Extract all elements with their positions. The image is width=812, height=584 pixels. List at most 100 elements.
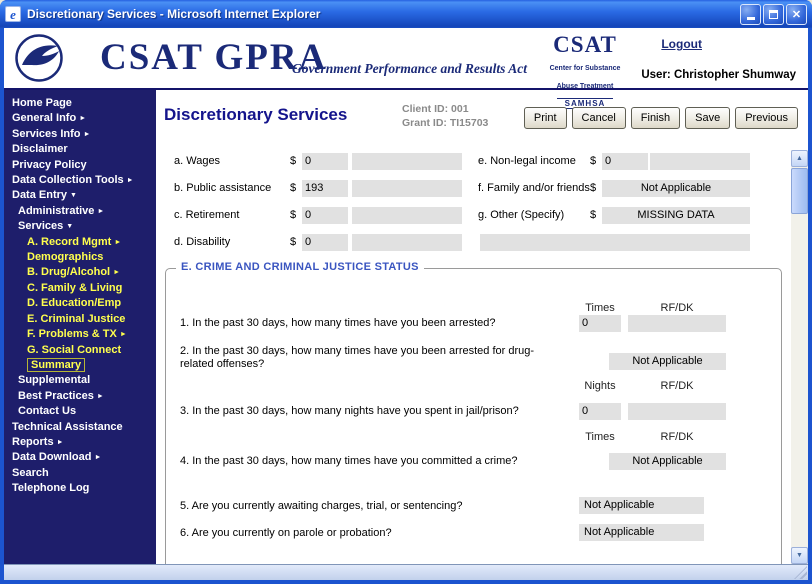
- sidebar-item-disclaimer[interactable]: Disclaimer: [4, 142, 156, 157]
- question-text: 5. Are you currently awaiting charges, t…: [180, 500, 463, 512]
- vertical-scrollbar[interactable]: ▲ ▼: [791, 150, 808, 564]
- nav-label: Data Download: [12, 451, 92, 464]
- user-label: User: Christopher Shumway: [641, 69, 796, 81]
- nav-label: Home Page: [12, 97, 72, 109]
- logout-link[interactable]: Logout: [661, 37, 702, 51]
- nav-arrow-icon: ►: [119, 331, 127, 339]
- sidebar-item-supplemental[interactable]: Supplemental: [4, 373, 156, 388]
- disability-rfdk-input[interactable]: [352, 234, 462, 251]
- client-id-value: 001: [451, 103, 469, 115]
- previous-button[interactable]: Previous: [735, 107, 798, 129]
- q4-rfdk-input[interactable]: Not Applicable: [609, 453, 726, 470]
- disability-input[interactable]: 0: [302, 234, 348, 251]
- retirement-input[interactable]: 0: [302, 207, 348, 224]
- close-button[interactable]: ✕: [786, 3, 807, 25]
- sidebar-item-telephone-log[interactable]: Telephone Log: [4, 481, 156, 496]
- sidebar-item-technical-assistance[interactable]: Technical Assistance: [4, 420, 156, 435]
- sidebar-item-general-info[interactable]: General Info ►: [4, 111, 156, 126]
- field-label: b. Public assistance: [174, 182, 272, 194]
- sidebar-item-search[interactable]: Search: [4, 466, 156, 481]
- question-text: 6. Are you currently on parole or probat…: [180, 527, 392, 539]
- sidebar-item-reports[interactable]: Reports ►: [4, 435, 156, 450]
- nav-label: G. Social Connect: [27, 343, 122, 356]
- save-button[interactable]: Save: [685, 107, 731, 129]
- nav-label: B. Drug/Alcohol: [27, 266, 111, 279]
- sidebar-item-data-entry[interactable]: Data Entry ▼: [4, 188, 156, 203]
- sidebar-item-demographics[interactable]: Demographics: [4, 250, 156, 265]
- sidebar-item-data-collection-tools[interactable]: Data Collection Tools ►: [4, 173, 156, 188]
- sidebar-item-services[interactable]: Services ▼: [4, 219, 156, 234]
- q3-nights-input[interactable]: 0: [579, 403, 621, 420]
- scroll-up-button[interactable]: ▲: [791, 150, 808, 167]
- field-label: a. Wages: [174, 155, 221, 167]
- sidebar-item-education-emp[interactable]: D. Education/Emp: [4, 296, 156, 311]
- csat-logo-line2: Abuse Treatment: [556, 83, 614, 90]
- sidebar-item-criminal-justice[interactable]: E. Criminal Justice: [4, 312, 156, 327]
- maximize-button[interactable]: [763, 3, 784, 25]
- print-button[interactable]: Print: [523, 107, 567, 129]
- sidebar-item-administrative[interactable]: Administrative ►: [4, 204, 156, 219]
- hhs-logo: [15, 34, 63, 82]
- sidebar-item-family-living[interactable]: C. Family & Living: [4, 281, 156, 296]
- public-assistance-rfdk-input[interactable]: [352, 180, 462, 197]
- nav-label: D. Education/Emp: [27, 297, 122, 310]
- retirement-rfdk-input[interactable]: [352, 207, 462, 224]
- question-text: 4. In the past 30 days, how many times h…: [180, 455, 518, 467]
- rfdk-column-header: RF/DK: [660, 302, 694, 314]
- sidebar-item-privacy-policy[interactable]: Privacy Policy: [4, 158, 156, 173]
- nav-label: Services: [18, 220, 64, 233]
- q2-rfdk-input[interactable]: Not Applicable: [609, 353, 726, 370]
- q1-times-input[interactable]: 0: [579, 315, 621, 332]
- sidebar-item-home-page[interactable]: Home Page: [4, 96, 156, 111]
- scrollbar-thumb[interactable]: [791, 168, 808, 214]
- window-controls: ✕: [740, 3, 807, 25]
- q1-rfdk-input[interactable]: [628, 315, 726, 332]
- sidebar-item-social-connect[interactable]: G. Social Connect: [4, 343, 156, 358]
- q6-input[interactable]: Not Applicable: [579, 524, 704, 541]
- wages-input[interactable]: 0: [302, 153, 348, 170]
- form-scroll-area: a. Wages $ 0 e. Non-legal income $ 0 b. …: [156, 150, 808, 564]
- question-text: 1. In the past 30 days, how many times h…: [180, 317, 496, 329]
- sidebar-item-best-practices[interactable]: Best Practices ►: [4, 389, 156, 404]
- wages-rfdk-input[interactable]: [352, 153, 462, 170]
- sidebar-item-data-download[interactable]: Data Download ►: [4, 450, 156, 465]
- nav-label: A. Record Mgmt: [27, 235, 112, 248]
- title-bar: e Discretionary Services - Microsoft Int…: [0, 0, 812, 28]
- sidebar-item-problems-tx[interactable]: F. Problems & TX ►: [4, 327, 156, 342]
- sidebar-item-drug-alcohol[interactable]: B. Drug/Alcohol ►: [4, 265, 156, 280]
- sidebar-item-services-info[interactable]: Services Info ►: [4, 127, 156, 142]
- nonlegal-income-input[interactable]: 0: [602, 153, 648, 170]
- nav-label: Search: [12, 466, 49, 479]
- currency-symbol: $: [590, 209, 597, 221]
- q5-input[interactable]: Not Applicable: [579, 497, 704, 514]
- sidebar-item-record-mgmt[interactable]: A. Record Mgmt ►: [4, 235, 156, 250]
- page-title: Discretionary Services: [164, 105, 348, 124]
- toolbar: Print Cancel Finish Save Previous: [523, 107, 798, 129]
- nonlegal-income-rfdk-input[interactable]: [650, 153, 750, 170]
- currency-symbol: $: [290, 182, 297, 194]
- nav-label: C. Family & Living: [27, 281, 123, 294]
- nav-arrow-icon: ▼: [70, 192, 77, 200]
- body-row: Home Page General Info ► Services Info ► D…: [4, 90, 808, 564]
- finish-button[interactable]: Finish: [630, 107, 681, 129]
- family-friends-input[interactable]: Not Applicable: [602, 180, 750, 197]
- nav-label: Supplemental: [18, 374, 91, 387]
- crime-section: E. CRIME AND CRIMINAL JUSTICE STATUS Tim…: [165, 261, 782, 564]
- cancel-button[interactable]: Cancel: [571, 107, 626, 129]
- income-section: a. Wages $ 0 e. Non-legal income $ 0 b. …: [156, 150, 791, 262]
- resize-grip[interactable]: [794, 566, 807, 579]
- nav-arrow-icon: ►: [97, 207, 105, 215]
- sidebar-item-contact-us[interactable]: Contact Us: [4, 404, 156, 419]
- other-specify-input[interactable]: MISSING DATA: [602, 207, 750, 224]
- q3-rfdk-input[interactable]: [628, 403, 726, 420]
- scroll-down-button[interactable]: ▼: [791, 547, 808, 564]
- nav-arrow-icon: ►: [114, 238, 122, 246]
- other-specify-text-input[interactable]: [480, 234, 750, 251]
- nav-label: Best Practices: [18, 389, 94, 402]
- public-assistance-input[interactable]: 193: [302, 180, 348, 197]
- nav-label: Technical Assistance: [12, 420, 123, 433]
- nav-arrow-icon: ►: [96, 392, 104, 400]
- sidebar-item-summary[interactable]: Summary: [4, 357, 156, 373]
- minimize-button[interactable]: [740, 3, 761, 25]
- brand-title: CSAT GPRA: [100, 37, 328, 78]
